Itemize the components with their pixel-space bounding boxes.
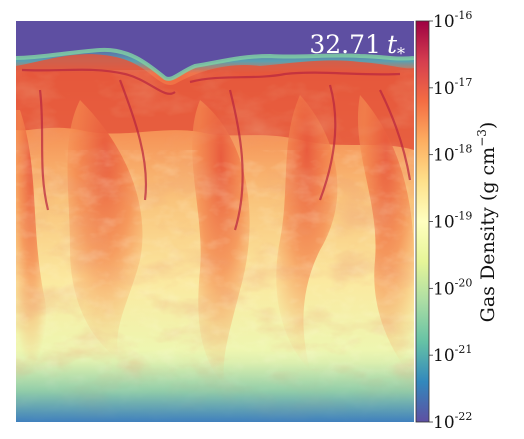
colorbar-label-exponent: −3	[475, 129, 489, 147]
tick-base: 10	[433, 79, 455, 99]
tick-base: 10	[433, 146, 455, 166]
time-unit-symbol: t	[387, 30, 398, 59]
tick-exponent: -19	[455, 210, 473, 223]
front-rim	[16, 47, 414, 81]
colorbar-label-text: Gas Density (g cm	[477, 147, 499, 323]
tick-base: 10	[433, 413, 455, 433]
density-map: 32.71 t*	[16, 21, 414, 422]
colorbar-bar	[415, 20, 430, 423]
colorbar-tick-label: 10-21	[433, 343, 472, 366]
time-unit-subscript: *	[397, 44, 405, 63]
colorbar-label-close: )	[477, 122, 499, 129]
colorbar-label: Gas Density (g cm−3)	[475, 122, 499, 323]
colorbar-tick-label: 10-16	[433, 9, 472, 32]
filaments	[21, 68, 412, 231]
colorbar-tick-label: 10-17	[433, 76, 472, 99]
tick-exponent: -17	[455, 76, 473, 89]
time-annotation: 32.71 t*	[309, 30, 405, 63]
colorbar-tick-label: 10-19	[433, 210, 472, 233]
tick-base: 10	[433, 12, 455, 32]
bottom-boundary	[16, 362, 414, 422]
tick-exponent: -20	[455, 276, 473, 289]
tick-base: 10	[433, 279, 455, 299]
tick-exponent: -21	[455, 343, 473, 356]
tick-exponent: -18	[455, 143, 473, 156]
tick-exponent: -16	[455, 9, 473, 22]
tick-exponent: -22	[455, 410, 473, 423]
colorbar-tick-label: 10-20	[433, 276, 472, 299]
time-value: 32.71	[309, 30, 381, 59]
ambient-region	[16, 21, 414, 79]
colorbar-tick-label: 10-18	[433, 143, 472, 166]
tick-base: 10	[433, 213, 455, 233]
tick-base: 10	[433, 346, 455, 366]
colorbar-tick-label: 10-22	[433, 410, 472, 433]
